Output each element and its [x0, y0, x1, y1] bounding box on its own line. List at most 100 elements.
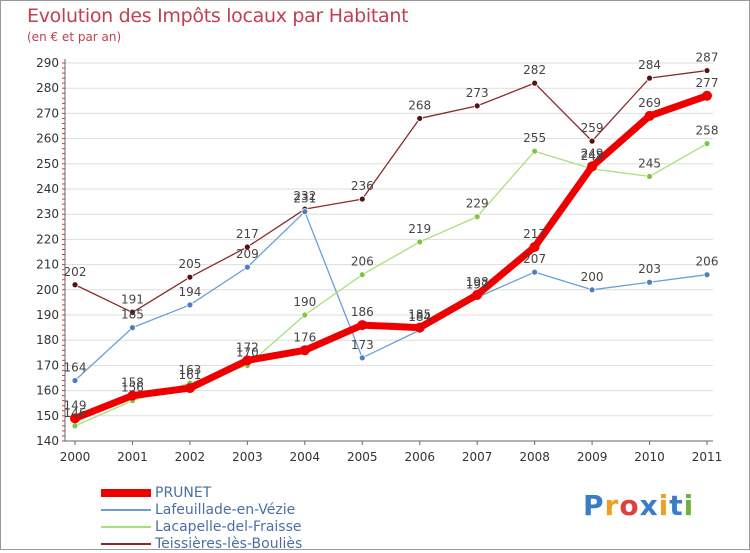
- data-point: [588, 286, 596, 294]
- x-tick-label: 2000: [60, 450, 91, 464]
- y-tick-label: 210: [36, 258, 59, 272]
- x-tick-label: 2006: [404, 450, 435, 464]
- data-point: [646, 74, 653, 82]
- data-label: 190: [293, 295, 316, 309]
- legend-label: Lafeuillade-en-Vézie: [155, 502, 296, 518]
- data-point: [301, 311, 309, 319]
- data-point: [646, 172, 653, 180]
- y-tick-label: 240: [36, 182, 59, 196]
- data-label: 258: [696, 124, 719, 138]
- data-point: [702, 90, 712, 101]
- data-label: 273: [466, 86, 489, 100]
- data-point: [358, 354, 366, 362]
- data-point: [531, 79, 539, 87]
- data-point: [184, 383, 195, 394]
- data-point: [71, 281, 79, 289]
- series-line: [74, 142, 708, 427]
- legend-swatch: [101, 543, 151, 545]
- data-point: [416, 238, 424, 246]
- data-point: [242, 355, 253, 366]
- x-tick-label: 2009: [577, 450, 608, 464]
- x-tick-label: 2008: [519, 450, 550, 464]
- data-point: [587, 161, 598, 172]
- data-label: 197: [466, 277, 489, 291]
- chart-title: Evolution des Impôts locaux par Habitant: [27, 5, 409, 27]
- data-point: [703, 271, 711, 279]
- data-point: [127, 390, 138, 401]
- y-tick-label: 290: [36, 56, 59, 70]
- data-label: 206: [696, 255, 719, 269]
- x-tick-label: 2001: [117, 450, 148, 464]
- series-line: [74, 211, 708, 382]
- data-point: [299, 345, 310, 356]
- data-point: [416, 115, 424, 122]
- data-label: 185: [121, 308, 144, 322]
- data-point: [358, 195, 366, 203]
- data-label: 268: [408, 98, 431, 112]
- y-tick-label: 230: [36, 207, 59, 221]
- y-tick-label: 160: [36, 384, 59, 398]
- logo-letter: t: [669, 489, 684, 522]
- data-label: 194: [178, 285, 201, 299]
- data-label: 209: [236, 247, 259, 261]
- y-tick-label: 270: [36, 106, 59, 120]
- y-tick-label: 190: [36, 308, 59, 322]
- data-point: [71, 377, 79, 384]
- data-label: 191: [121, 292, 144, 306]
- logo-letter: x: [639, 489, 659, 522]
- y-tick-label: 150: [36, 409, 59, 423]
- x-tick-label: 2003: [232, 450, 263, 464]
- data-label: 202: [64, 265, 87, 279]
- y-tick-label: 250: [36, 157, 59, 171]
- data-label: 186: [351, 305, 374, 319]
- data-label: 206: [351, 255, 374, 269]
- data-label: 232: [293, 189, 316, 203]
- logo-letter: o: [619, 489, 640, 522]
- data-label: 173: [351, 338, 374, 352]
- data-label: 255: [523, 131, 546, 145]
- logo-letter: P: [583, 489, 605, 522]
- data-label: 219: [408, 222, 431, 236]
- data-label: 287: [696, 51, 719, 65]
- data-label: 164: [64, 361, 87, 375]
- data-label: 282: [523, 63, 546, 77]
- legend-label: PRUNET: [155, 485, 212, 501]
- data-label: 161: [178, 368, 201, 382]
- data-label: 277: [696, 76, 719, 90]
- x-tick-label: 2004: [290, 450, 321, 464]
- data-point: [646, 278, 653, 286]
- data-point: [531, 147, 539, 155]
- logo-letter: i: [658, 489, 670, 522]
- data-point: [357, 320, 368, 331]
- y-tick-label: 170: [36, 358, 59, 372]
- data-label: 207: [523, 252, 546, 266]
- y-tick-label: 280: [36, 81, 59, 95]
- data-point: [301, 208, 309, 216]
- data-point: [472, 289, 483, 300]
- series-line: [71, 92, 711, 422]
- data-point: [129, 309, 136, 316]
- data-label: 236: [351, 179, 374, 193]
- data-label: 176: [293, 330, 316, 344]
- y-tick-label: 220: [36, 232, 59, 246]
- data-label: 198: [466, 275, 489, 289]
- legend-label: Lacapelle-del-Fraisse: [155, 519, 302, 535]
- data-point: [703, 140, 711, 148]
- legend-label: Teissières-lès-Bouliès: [155, 536, 303, 552]
- x-tick-label: 2007: [462, 450, 493, 464]
- data-label: 245: [638, 156, 661, 170]
- data-point: [186, 273, 194, 281]
- data-label: 149: [64, 398, 87, 412]
- y-tick-label: 140: [36, 434, 59, 448]
- proxiti-logo: Proxiti: [583, 489, 694, 522]
- data-point: [588, 137, 596, 145]
- data-label: 248: [581, 149, 604, 163]
- y-tick-label: 260: [36, 132, 59, 146]
- data-label: 203: [638, 262, 661, 276]
- data-point: [358, 271, 366, 279]
- logo-letter: i: [683, 489, 695, 522]
- x-tick-label: 2005: [347, 450, 378, 464]
- data-point: [186, 301, 194, 309]
- data-label: 163: [178, 363, 201, 377]
